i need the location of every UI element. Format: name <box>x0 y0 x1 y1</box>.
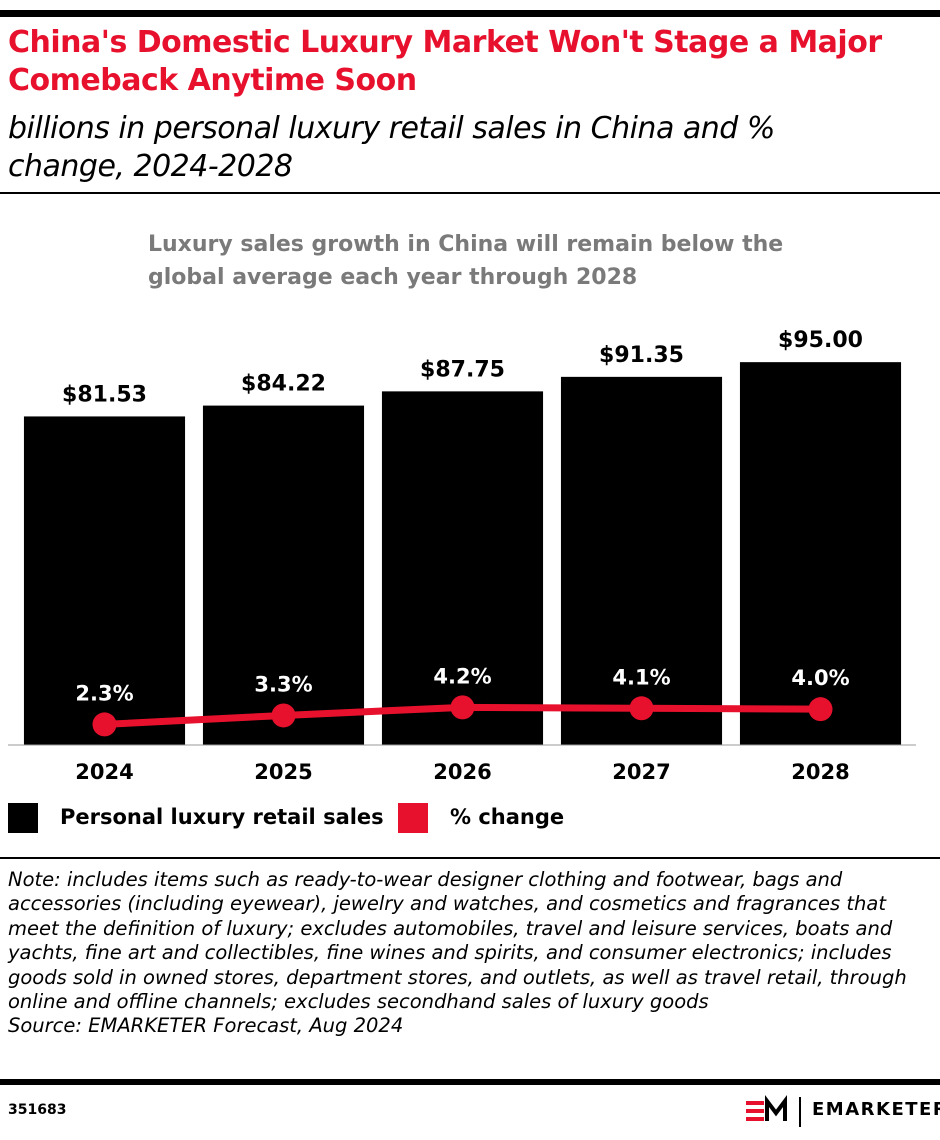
chart-id: 351683 <box>8 1102 67 1118</box>
bar <box>202 405 365 745</box>
x-tick-label: 2026 <box>433 760 491 784</box>
line-value-label: 2.3% <box>75 681 133 705</box>
legend-swatch <box>398 803 428 833</box>
bar-value-label: $81.53 <box>62 382 147 407</box>
bar-value-label: $95.00 <box>778 328 863 353</box>
note-text: Note: includes items such as ready-to-we… <box>8 868 907 1014</box>
header-rule <box>0 192 940 194</box>
line-value-label: 4.2% <box>433 664 491 688</box>
bar-value-label: $91.35 <box>599 343 684 368</box>
line-point <box>808 697 833 722</box>
bar <box>23 416 186 745</box>
line-point <box>629 696 654 721</box>
legend-label: % change <box>450 805 564 829</box>
bar <box>381 391 544 745</box>
bar <box>739 362 902 745</box>
x-tick-label: 2024 <box>75 760 133 784</box>
line-value-label: 4.0% <box>791 666 849 690</box>
source: Source: EMARKETER Forecast, Aug 2024 <box>8 1014 404 1038</box>
line-point <box>92 712 117 737</box>
annotation: Luxury sales growth in China will remain… <box>148 232 784 290</box>
x-tick-label: 2028 <box>791 760 849 784</box>
brand: EMARKETER <box>812 1099 940 1120</box>
top-rule <box>0 10 940 17</box>
line-value-label: 4.1% <box>612 665 670 689</box>
x-tick-label: 2025 <box>254 760 312 784</box>
bar-value-label: $87.75 <box>420 357 505 382</box>
line-point <box>271 703 296 728</box>
note: Note: includes items such as ready-to-we… <box>8 868 933 1039</box>
note-rule <box>0 857 940 859</box>
line-value-label: 3.3% <box>254 672 312 696</box>
legend-swatch <box>8 803 38 833</box>
line-point <box>450 695 475 720</box>
x-tick-label: 2027 <box>612 760 670 784</box>
title: China's Domestic Luxury Market Won't Sta… <box>8 25 882 98</box>
bar-value-label: $84.22 <box>241 372 326 397</box>
logo <box>746 1095 801 1127</box>
subtitle: billions in personal luxury retail sales… <box>8 111 775 184</box>
legend-label: Personal luxury retail sales <box>60 805 384 829</box>
bar <box>560 376 723 745</box>
bottom-rule <box>0 1079 940 1085</box>
